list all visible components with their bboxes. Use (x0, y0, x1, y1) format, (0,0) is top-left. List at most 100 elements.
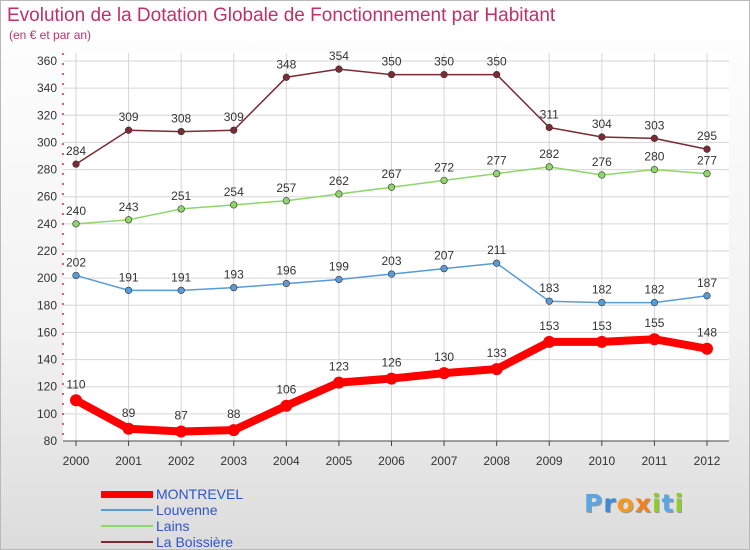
logo-letter: r (603, 489, 617, 518)
data-label: 284 (66, 144, 86, 158)
plot-area (63, 53, 729, 441)
logo-letter: x (634, 489, 652, 518)
legend-label: MONTREVEL (156, 486, 244, 502)
data-label: 183 (539, 281, 559, 295)
data-label: 240 (66, 204, 86, 218)
data-point (440, 265, 448, 273)
logo-letter: o (616, 489, 635, 518)
data-label: 187 (697, 276, 717, 290)
data-point (387, 70, 396, 79)
y-tick-label: 320 (37, 108, 57, 122)
data-point (122, 422, 135, 435)
data-label: 191 (119, 270, 139, 284)
y-tick-label: 360 (37, 54, 57, 68)
data-point (650, 298, 659, 307)
legend-label: Louvenne (156, 502, 218, 518)
data-label: 106 (276, 383, 296, 397)
data-point (230, 284, 238, 292)
data-label: 311 (540, 108, 559, 122)
data-point (282, 73, 290, 81)
data-point (598, 298, 606, 307)
data-point (70, 394, 82, 407)
data-point (335, 190, 343, 198)
data-label: 153 (539, 319, 559, 333)
x-tick-label: 2008 (483, 454, 510, 468)
data-point (598, 171, 606, 179)
data-label: 202 (66, 255, 86, 269)
data-point (332, 376, 345, 389)
data-label: 304 (592, 117, 612, 131)
data-point (230, 126, 238, 134)
data-label: 303 (644, 118, 664, 132)
data-point (493, 70, 501, 79)
data-label: 199 (329, 260, 349, 274)
data-label: 87 (174, 409, 188, 423)
data-point (177, 205, 185, 213)
y-tick-label: 300 (37, 135, 57, 149)
data-point (493, 259, 501, 267)
data-point (177, 286, 185, 294)
data-point (72, 160, 80, 168)
data-label: 276 (592, 155, 612, 169)
data-label: 196 (276, 264, 296, 278)
data-label: 89 (122, 406, 136, 420)
data-point (335, 275, 343, 284)
logo-letter: i (652, 489, 662, 518)
data-point (545, 123, 553, 132)
data-point (280, 399, 293, 412)
legend-label: Lains (156, 518, 190, 534)
data-point (490, 363, 503, 376)
data-point (387, 270, 396, 278)
data-label: 243 (119, 200, 139, 214)
legend-swatch (101, 509, 153, 511)
y-tick-label: 220 (37, 244, 57, 258)
y-tick-label: 180 (37, 298, 57, 312)
data-point (72, 220, 80, 228)
y-tick-label: 340 (37, 81, 57, 95)
data-label: 295 (697, 129, 717, 143)
proxiti-logo: Proxiti (584, 489, 684, 518)
data-point (335, 65, 343, 73)
data-label: 155 (644, 316, 664, 330)
y-tick-label: 160 (37, 325, 57, 339)
data-label: 126 (381, 356, 401, 370)
data-label: 191 (171, 270, 191, 284)
data-label: 308 (171, 112, 191, 126)
chart-subtitle: (en € et par an) (9, 28, 92, 42)
data-point (387, 183, 396, 191)
data-point (545, 297, 553, 305)
data-label: 350 (487, 55, 507, 69)
y-tick-label: 80 (44, 434, 58, 448)
data-label: 272 (434, 160, 454, 174)
data-point (703, 145, 711, 153)
legend-swatch (101, 541, 153, 543)
y-tick-label: 100 (37, 407, 57, 421)
data-label: 148 (697, 326, 717, 340)
data-label: 350 (434, 55, 454, 69)
data-label: 88 (227, 407, 241, 421)
x-tick-label: 2006 (378, 454, 405, 468)
data-label: 309 (119, 110, 139, 124)
data-point (648, 333, 661, 346)
data-point (230, 201, 238, 209)
data-label: 309 (224, 110, 244, 124)
data-point (703, 170, 711, 178)
data-point (124, 216, 133, 224)
data-point (598, 133, 606, 141)
data-point (72, 271, 80, 280)
data-point (493, 170, 501, 178)
data-point (124, 126, 133, 134)
x-tick-label: 2007 (431, 454, 458, 468)
data-point (438, 367, 451, 380)
data-label: 203 (381, 254, 401, 268)
data-label: 280 (644, 150, 664, 164)
data-label: 262 (329, 174, 349, 188)
x-tick-label: 2000 (63, 454, 90, 468)
data-label: 123 (329, 360, 349, 374)
data-point (650, 165, 659, 174)
data-point (440, 70, 448, 79)
data-point (282, 279, 290, 288)
data-point (543, 335, 556, 348)
chart-title: Evolution de la Dotation Globale de Fonc… (7, 5, 556, 26)
